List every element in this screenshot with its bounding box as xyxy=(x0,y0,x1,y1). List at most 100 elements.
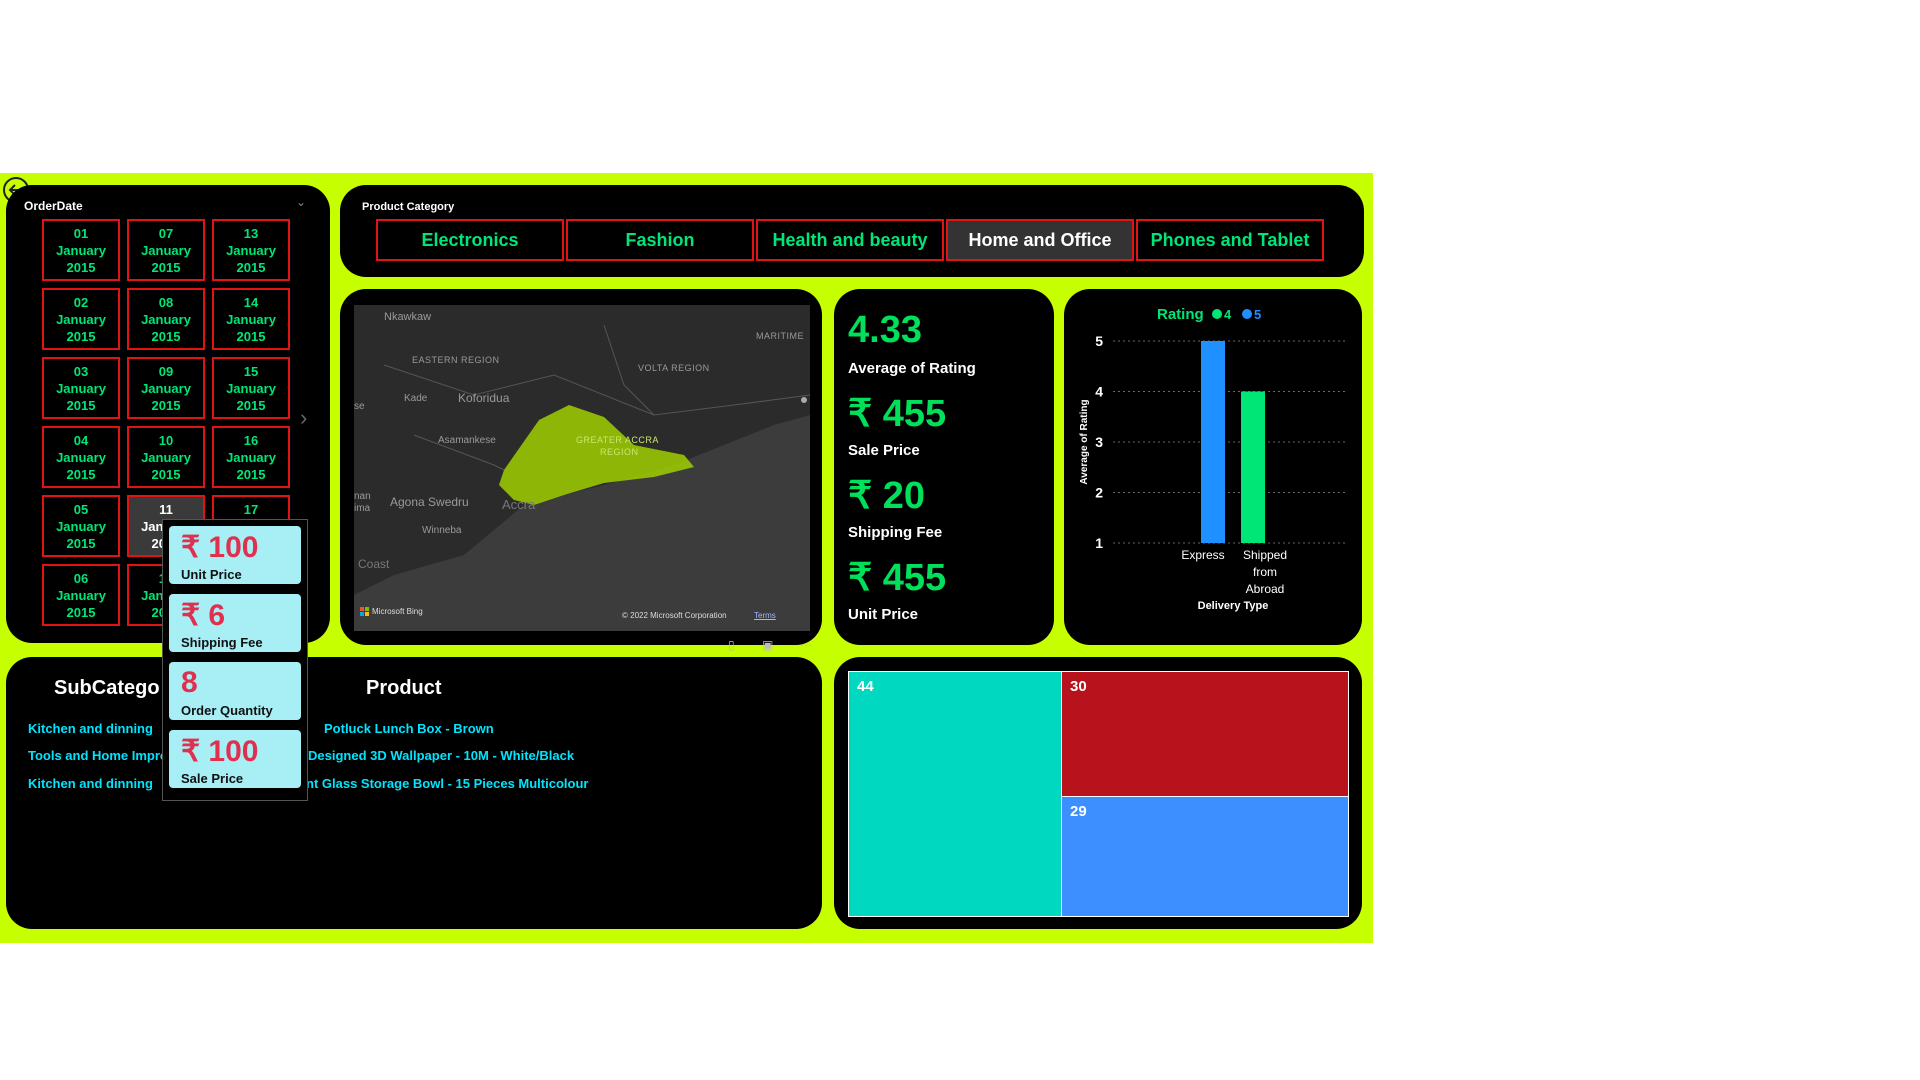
date-day: 11 xyxy=(159,501,173,517)
more-options-icon[interactable]: ⋯ xyxy=(800,638,812,652)
terms-link[interactable]: Terms xyxy=(754,611,776,620)
date-day: 17 xyxy=(243,501,259,517)
date-option[interactable]: 09 January 2015 xyxy=(127,357,205,419)
date-option[interactable]: 04 January 2015 xyxy=(42,426,120,488)
date-day: 15 xyxy=(243,363,259,379)
product-category-slicer xyxy=(340,185,1364,277)
date-day: 10 xyxy=(158,432,174,448)
kpi-label: Average of Rating xyxy=(848,360,976,377)
map-label: Coast xyxy=(358,557,390,571)
table-cell: Potluck Lunch Box - Brown xyxy=(324,721,494,736)
tooltip-card: 8 Order Quantity xyxy=(169,662,301,720)
map-label: Koforidua xyxy=(458,391,510,405)
legend-marker xyxy=(1212,309,1222,319)
date-day: 06 xyxy=(73,570,89,586)
map-label: Accra xyxy=(502,497,536,512)
y-tick-label: 1 xyxy=(1095,535,1103,551)
date-option[interactable]: 05 January 2015 xyxy=(42,495,120,557)
category-button[interactable]: Health and beauty xyxy=(756,219,944,261)
date-year: 2015 xyxy=(236,328,266,344)
x-tick-label: Abroad xyxy=(1246,582,1285,596)
focus-mode-icon[interactable]: ▣ xyxy=(762,638,774,652)
chevron-down-icon[interactable]: ⌄ xyxy=(296,195,307,209)
column-header-product[interactable]: Product xyxy=(366,677,442,699)
tooltip: ₹ 100 Unit Price ₹ 6 Shipping Fee 8 Orde… xyxy=(162,519,308,801)
x-tick-label: Shipped xyxy=(1243,548,1287,562)
x-axis-label: Delivery Type xyxy=(1198,600,1269,612)
date-year: 2015 xyxy=(66,259,96,275)
date-option[interactable]: 06 January 2015 xyxy=(42,564,120,626)
table-cell: Kitchen and dinning xyxy=(28,776,153,791)
date-day: 13 xyxy=(243,225,259,241)
map-label: Agona Swedru xyxy=(390,495,469,509)
date-option[interactable]: 14 January 2015 xyxy=(212,288,290,350)
legend-marker xyxy=(1242,309,1252,319)
date-month: January xyxy=(226,311,276,327)
map-shapes xyxy=(354,305,810,631)
column-header-subcategory[interactable]: SubCatego xyxy=(54,677,160,699)
category-button[interactable]: Phones and Tablet xyxy=(1136,219,1324,261)
date-month: January xyxy=(141,242,191,258)
treemap-tile[interactable]: 30 xyxy=(1061,671,1349,797)
kpi-label: Sale Price xyxy=(848,442,920,459)
date-year: 2015 xyxy=(151,259,181,275)
kpi-value: 4.33 xyxy=(848,309,922,351)
date-option[interactable]: 07 January 2015 xyxy=(127,219,205,281)
date-option[interactable]: 13 January 2015 xyxy=(212,219,290,281)
tooltip-card: ₹ 100 Sale Price xyxy=(169,730,301,788)
date-month: January xyxy=(141,311,191,327)
date-option[interactable]: 10 January 2015 xyxy=(127,426,205,488)
date-year: 2015 xyxy=(236,259,266,275)
date-day: 01 xyxy=(73,225,89,241)
date-month: January xyxy=(141,380,191,396)
map-label: Asamankese xyxy=(438,435,496,446)
date-option[interactable]: 03 January 2015 xyxy=(42,357,120,419)
treemap-tile[interactable]: 29 xyxy=(1061,796,1349,917)
map-label: ima xyxy=(354,503,371,514)
microsoft-bing-logo: Microsoft Bing xyxy=(360,607,423,616)
bar xyxy=(1241,391,1265,543)
date-year: 2015 xyxy=(66,466,96,482)
category-button[interactable]: Electronics xyxy=(376,219,564,261)
x-tick-label: Express xyxy=(1181,548,1224,562)
tooltip-label: Unit Price xyxy=(181,567,242,582)
treemap-tile[interactable]: 44 xyxy=(848,671,1062,917)
date-option[interactable]: 01 January 2015 xyxy=(42,219,120,281)
map-label: Nkawkaw xyxy=(384,311,432,323)
date-year: 2015 xyxy=(151,466,181,482)
map-label: REGION xyxy=(600,447,639,457)
date-option[interactable]: 08 January 2015 xyxy=(127,288,205,350)
date-option[interactable]: 02 January 2015 xyxy=(42,288,120,350)
product-table-panel xyxy=(6,657,822,929)
tooltip-value: ₹ 100 xyxy=(181,531,259,564)
map-label: Kade xyxy=(404,393,428,404)
category-button[interactable]: Fashion xyxy=(566,219,754,261)
map-label: MARITIME xyxy=(756,331,804,341)
tooltip-value: 8 xyxy=(181,666,198,699)
map[interactable]: Nkawkaw EASTERN REGION VOLTA REGION MARI… xyxy=(354,305,810,631)
y-tick-label: 5 xyxy=(1095,333,1103,349)
filter-icon[interactable]: ▯ xyxy=(728,638,735,652)
tooltip-card: ₹ 100 Unit Price xyxy=(169,526,301,584)
date-month: January xyxy=(56,518,106,534)
y-tick-label: 3 xyxy=(1095,434,1103,450)
legend-label: 4 xyxy=(1224,307,1232,322)
date-option[interactable]: 16 January 2015 xyxy=(212,426,290,488)
date-day: 02 xyxy=(73,294,89,310)
bing-text: Microsoft Bing xyxy=(372,607,423,616)
map-label: VOLTA REGION xyxy=(638,363,710,373)
date-day: 04 xyxy=(73,432,89,448)
date-year: 2015 xyxy=(66,604,96,620)
date-day: 07 xyxy=(158,225,174,241)
date-option[interactable]: 15 January 2015 xyxy=(212,357,290,419)
kpi-label: Unit Price xyxy=(848,606,919,623)
date-month: January xyxy=(56,242,106,258)
treemap-value: 44 xyxy=(857,678,874,695)
map-label: nan xyxy=(354,491,371,502)
table-cell: Designed 3D Wallpaper - 10M - White/Blac… xyxy=(308,748,575,763)
category-button[interactable]: Home and Office xyxy=(946,219,1134,261)
date-year: 2015 xyxy=(66,535,96,551)
tooltip-label: Sale Price xyxy=(181,771,244,786)
x-tick-label: from xyxy=(1253,565,1277,579)
chevron-right-icon[interactable]: › xyxy=(300,405,308,430)
